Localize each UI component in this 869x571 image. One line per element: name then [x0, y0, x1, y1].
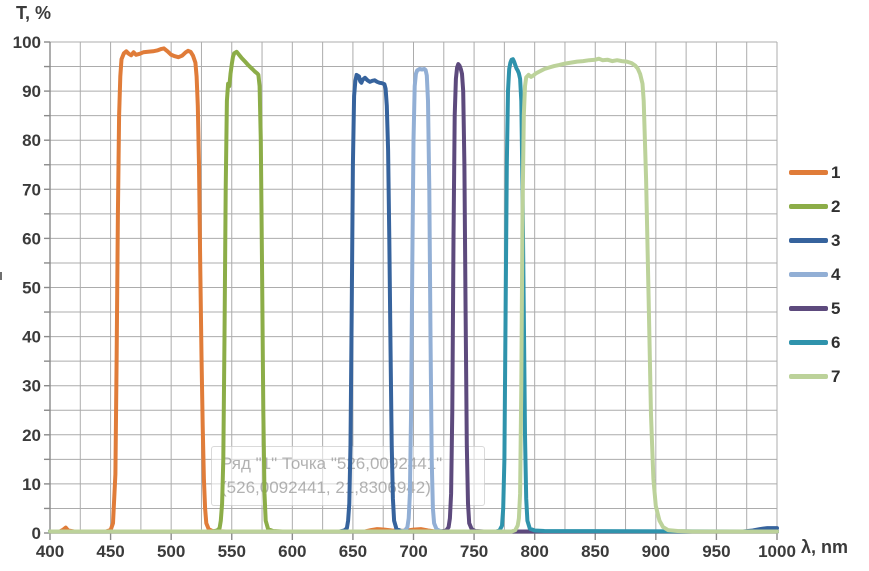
y-tick-label: 10 [22, 475, 41, 494]
y-tick-label: 40 [22, 328, 41, 347]
legend-item-3: 3 [789, 230, 840, 251]
series-line-7 [48, 56, 779, 534]
y-tick-label: 50 [22, 279, 41, 298]
legend-swatch-4 [789, 272, 828, 277]
legend-label: 5 [831, 298, 841, 318]
x-tick-label: 750 [460, 542, 488, 561]
legend-label: 4 [831, 264, 841, 284]
x-tick-label: 400 [36, 542, 64, 561]
x-tick-label: 950 [702, 542, 730, 561]
legend-swatch-5 [789, 306, 828, 311]
series-line-2 [48, 49, 779, 534]
x-tick-label: 500 [157, 542, 185, 561]
series-line-5 [48, 62, 779, 534]
tooltip-series-line: Ряд "1" Точка "526,0092441" [221, 454, 443, 473]
cropped-axis-title-mark [0, 272, 2, 280]
legend-label: 7 [831, 366, 841, 386]
x-tick-label: 1000 [758, 542, 796, 561]
x-tick-label: 800 [520, 542, 548, 561]
tooltip-coords-line: (526,0092441, 21,8306942) [221, 478, 431, 497]
x-tick-label: 700 [399, 542, 427, 561]
x-tick-label: 450 [96, 542, 124, 561]
x-axis-title: λ, nm [801, 537, 849, 557]
series-line-4 [48, 67, 779, 534]
y-tick-label: 0 [32, 524, 41, 543]
legend-item-4: 4 [789, 264, 840, 285]
x-tick-label: 650 [339, 542, 367, 561]
y-axis-title: T, % [16, 3, 52, 23]
legend-label: 1 [831, 162, 841, 182]
legend: 1 2 3 4 5 6 7 [789, 162, 840, 387]
x-tick-label: 550 [218, 542, 246, 561]
legend-swatch-3 [789, 238, 828, 243]
legend-item-1: 1 [789, 162, 840, 183]
y-tick-label: 100 [13, 33, 41, 52]
series-line-6 [48, 57, 779, 534]
y-tick-label: 80 [22, 131, 41, 150]
y-tick-label: 20 [22, 426, 41, 445]
y-tick-label: 70 [22, 180, 41, 199]
legend-item-5: 5 [789, 298, 840, 319]
legend-item-7: 7 [789, 366, 840, 387]
legend-swatch-1 [789, 170, 828, 175]
legend-item-2: 2 [789, 196, 840, 217]
legend-swatch-6 [789, 340, 828, 345]
x-tick-label: 600 [278, 542, 306, 561]
y-tick-label: 30 [22, 377, 41, 396]
legend-label: 6 [831, 332, 841, 352]
y-tick-label: 60 [22, 229, 41, 248]
legend-label: 2 [831, 196, 841, 216]
legend-item-6: 6 [789, 332, 840, 353]
x-tick-label: 900 [642, 542, 670, 561]
legend-label: 3 [831, 230, 841, 250]
legend-swatch-7 [789, 374, 828, 379]
legend-swatch-2 [789, 204, 828, 209]
x-tick-label: 850 [581, 542, 609, 561]
y-tick-label: 90 [22, 82, 41, 101]
